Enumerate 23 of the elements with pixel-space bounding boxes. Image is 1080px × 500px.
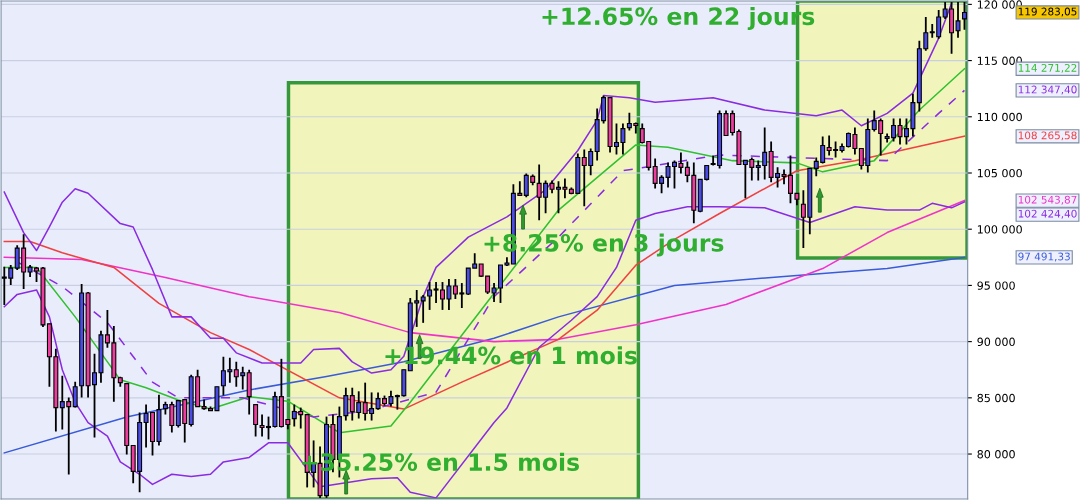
candlestick [253,403,259,438]
y-tick-label: 100 000 [977,225,1022,234]
y-tick-label: 110 000 [977,112,1022,122]
text: 114 271,22 [1018,63,1077,73]
line-series [3,199,966,343]
text: 108 265,58 [1018,131,1077,141]
y-tick-label: 85 000 [977,393,1015,403]
candlestick [72,380,78,409]
text: 97 491,33 [1018,252,1070,262]
line-series [3,256,966,454]
candlestick [343,386,349,422]
candlestick [246,368,252,416]
y-tick-label: 105 000 [977,168,1022,178]
text: 119 283,05 [1018,7,1077,17]
y-tick-label: 95 000 [977,281,1015,290]
candlestick [961,1,967,31]
text: 102 543,87 [1018,195,1077,205]
text: 102 424,40 [1018,209,1077,219]
line-series [3,135,966,410]
line-series [3,2,953,374]
y-tick-label: 80 000 [977,450,1015,459]
text: 112 347,40 [1018,85,1077,95]
y-tick-label: 90 000 [977,337,1015,346]
